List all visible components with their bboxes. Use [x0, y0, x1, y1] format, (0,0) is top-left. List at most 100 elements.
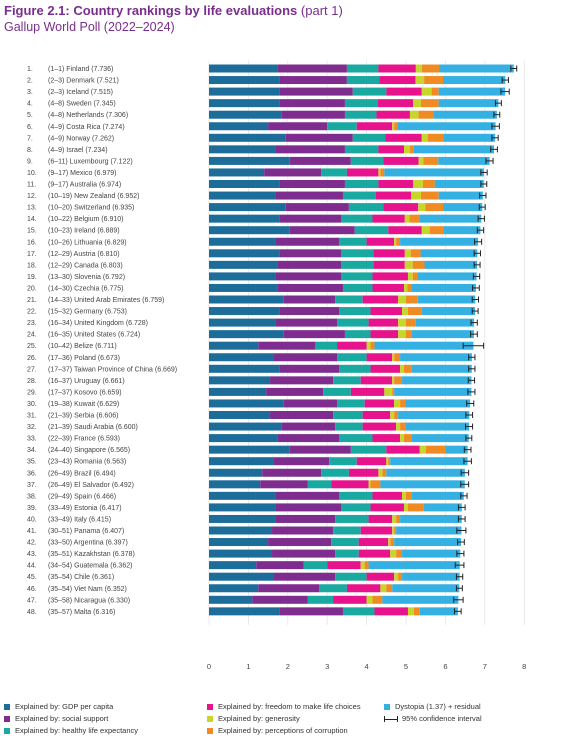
bar-segment-dystopia: [386, 468, 465, 477]
country-label: (14–33) United Arab Emirates (6.759): [48, 297, 164, 304]
bar-segment-health: [346, 76, 380, 85]
bar-segment-generosity: [404, 214, 410, 223]
bar-segment-dystopia: [413, 145, 495, 154]
bar-segment-freedom: [370, 307, 403, 316]
bar-segment-generosity: [400, 434, 405, 443]
legend-label: Explained by: generosity: [218, 714, 300, 723]
bar-segment-gdp: [209, 503, 276, 512]
country-label: (33–49) Estonia (6.417): [48, 505, 122, 512]
bar-segment-freedom: [370, 330, 399, 339]
bar-segment-generosity: [392, 514, 397, 523]
bar-segment-dystopia: [368, 561, 460, 570]
bar-segment-corruption: [400, 399, 406, 408]
legend-item-health: Explained by: healthy life expectancy: [4, 726, 138, 735]
rank-number: 3.: [27, 89, 33, 96]
bar-segment-health: [331, 538, 359, 547]
rank-number: 26.: [27, 355, 37, 362]
bar-segment-dystopia: [411, 364, 472, 373]
legend-item-corruption: Explained by: perceptions of corruption: [207, 726, 348, 735]
bar-segment-health: [348, 203, 384, 212]
country-label: (33–50) Argentina (6.397): [48, 540, 128, 547]
x-tick-label: 3: [325, 662, 329, 671]
rank-number: 47.: [27, 597, 37, 604]
bar-segment-health: [342, 191, 376, 200]
bar-segment-dystopia: [443, 76, 506, 85]
bar-segment-social: [266, 387, 324, 396]
bar-segment-health: [307, 480, 332, 489]
bar-segment-generosity: [392, 353, 395, 362]
country-label: (23–43) Romania (6.563): [48, 459, 126, 466]
country-label: (1–1) Finland (7.736): [48, 66, 113, 73]
bar-segment-social: [279, 76, 347, 85]
rank-number: 48.: [27, 609, 37, 616]
bar-segment-gdp: [209, 364, 280, 373]
bar-segment-dystopia: [396, 526, 462, 535]
bar-segment-dystopia: [380, 480, 465, 489]
country-label: (4–9) Israel (7.234): [48, 147, 108, 154]
bar-segment-dystopia: [417, 295, 476, 304]
bar-segment-dystopia: [415, 318, 475, 327]
bar-segment-health: [337, 353, 367, 362]
rank-number: 35.: [27, 459, 37, 466]
bar-segment-dystopia: [419, 214, 482, 223]
rank-number: 10.: [27, 170, 37, 177]
bar-segment-freedom: [372, 434, 401, 443]
bar-segment-generosity: [413, 180, 423, 188]
bar-segment-dystopia: [439, 64, 514, 73]
bar-segment-social: [268, 122, 328, 131]
bar-segment-health: [333, 526, 361, 535]
bar-segment-corruption: [420, 99, 439, 108]
bar-segment-freedom: [360, 526, 393, 535]
bar-segment-corruption: [407, 307, 422, 316]
bar-segment-generosity: [418, 156, 424, 165]
bar-segment-social: [285, 133, 353, 142]
legend-label: Explained by: freedom to make life choic…: [218, 702, 361, 711]
country-label: (4–9) Norway (7.262): [48, 135, 114, 142]
bar-segment-health: [340, 272, 373, 281]
bar-segment-dystopia: [438, 156, 490, 165]
legend-label: Dystopia (1.37) + residual: [395, 702, 481, 711]
bar-segment-health: [319, 584, 347, 593]
bar-segment-dystopia: [417, 272, 477, 281]
bar-segment-freedom: [337, 341, 367, 350]
rank-number: 30.: [27, 401, 37, 408]
rank-number: 17.: [27, 251, 37, 258]
bar-segment-gdp: [209, 87, 280, 96]
country-label: (9–17) Mexico (6.979): [48, 170, 116, 177]
bar-segment-corruption: [409, 214, 420, 223]
bar-segment-dystopia: [438, 99, 499, 108]
bar-segment-corruption: [394, 526, 397, 535]
country-label: (10–42) Belize (6.711): [48, 343, 117, 350]
bar-segment-corruption: [431, 87, 439, 96]
bar-segment-health: [346, 64, 379, 73]
legend-item-freedom: Explained by: freedom to make life choic…: [207, 702, 361, 711]
bar-segment-corruption: [407, 503, 424, 512]
bar-segment-gdp: [209, 549, 273, 558]
bar-segment-freedom: [362, 411, 391, 419]
bar-segment-dystopia: [443, 133, 496, 142]
bar-segment-dystopia: [402, 572, 460, 581]
rank-number: 16.: [27, 239, 37, 246]
ci-legend-icon: [384, 716, 398, 723]
bar-segment-social: [285, 203, 349, 212]
bar-segment-generosity: [402, 307, 408, 316]
country-label: (35–54) Chile (6.361): [48, 574, 114, 581]
bar-segment-gdp: [209, 156, 290, 165]
bar-segment-gdp: [209, 64, 278, 73]
bar-segment-dystopia: [445, 445, 468, 454]
bar-segment-freedom: [356, 122, 393, 131]
bar-segment-social: [281, 110, 345, 119]
bar-segment-health: [339, 237, 367, 246]
bar-segment-generosity: [386, 457, 389, 466]
bar-segment-generosity: [400, 364, 405, 373]
bar-segment-health: [352, 87, 387, 96]
x-tick-label: 5: [404, 662, 408, 671]
bar-segment-generosity: [394, 399, 401, 408]
bar-segment-generosity: [392, 122, 395, 131]
bar-segment-social: [275, 191, 343, 200]
bar-segment-dystopia: [394, 538, 462, 547]
bar-segment-gdp: [209, 434, 278, 443]
country-label: (35–57) Malta (6.316): [48, 609, 115, 616]
bar-segment-generosity: [368, 480, 371, 489]
rank-number: 18.: [27, 262, 37, 269]
